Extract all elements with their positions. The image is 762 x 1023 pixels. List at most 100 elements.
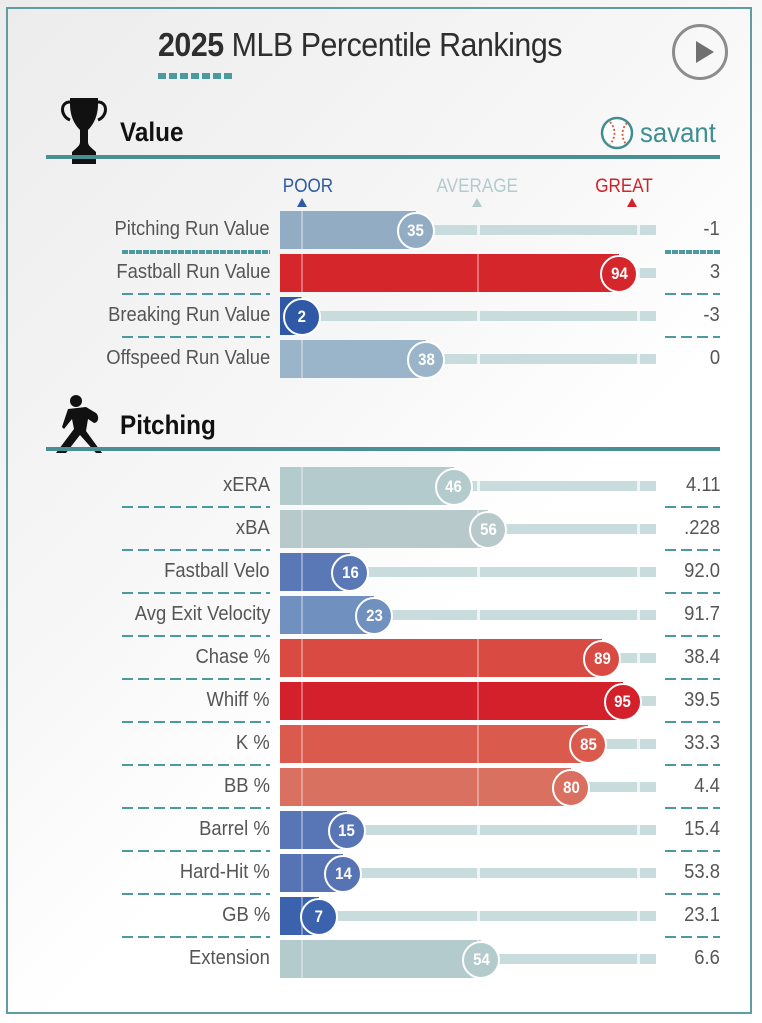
savant-text: savant: [640, 117, 716, 148]
metric-label: xERA: [222, 474, 270, 496]
percentile-value: 95: [614, 692, 632, 711]
metric-value: 91.7: [684, 603, 720, 625]
bar-marker: [301, 725, 303, 763]
bar-marker: [301, 854, 303, 892]
percentile-row: xERA 46 4.11: [0, 467, 762, 506]
bar-marker: [301, 340, 303, 378]
percentile-value: 15: [338, 821, 356, 840]
track-marker: [477, 911, 480, 921]
bar-marker: [301, 768, 303, 806]
trophy-icon: [61, 98, 107, 164]
track-marker: [477, 825, 480, 835]
card-frame: [6, 7, 752, 1014]
percentile-value: 35: [407, 221, 425, 240]
percentile-row: Barrel % 15 15.4: [0, 811, 762, 850]
metric-label: Fastball Run Value: [115, 261, 270, 283]
percentile-bar: [280, 340, 427, 378]
percentile-row: Fastball Velo 16 92.0: [0, 553, 762, 592]
row-divider: [665, 721, 720, 723]
track-marker: [637, 825, 640, 835]
legend-average: AVERAGE: [436, 176, 518, 197]
bar-marker: [477, 639, 479, 677]
baseball-icon: [600, 116, 634, 150]
metric-value: -3: [703, 304, 720, 326]
track-marker: [477, 610, 480, 620]
percentile-bubble[interactable]: 94: [600, 255, 639, 293]
metric-label: BB %: [223, 775, 270, 797]
savant-logo[interactable]: savant: [600, 116, 723, 150]
percentile-bubble[interactable]: 89: [583, 640, 622, 678]
metric-value: 4.4: [694, 775, 720, 797]
percentile-row: Avg Exit Velocity 23 91.7: [0, 596, 762, 635]
metric-value: .228: [684, 517, 720, 539]
row-divider: [665, 592, 720, 594]
metric-value: 53.8: [684, 861, 720, 883]
percentile-bubble[interactable]: 35: [396, 212, 435, 250]
percentile-bubble[interactable]: 46: [434, 468, 473, 506]
percentile-bubble[interactable]: 85: [569, 726, 608, 764]
percentile-value: 56: [479, 520, 497, 539]
bar-marker: [301, 811, 303, 849]
track-marker: [637, 225, 640, 235]
metric-value: 39.5: [684, 689, 720, 711]
percentile-row: GB % 7 23.1: [0, 897, 762, 936]
legend-poor: POOR: [282, 176, 334, 197]
bar-marker: [477, 254, 479, 292]
percentile-bubble[interactable]: 7: [300, 898, 339, 936]
pitcher-icon: [56, 395, 102, 453]
percentile-track: [280, 311, 656, 321]
row-divider: [665, 764, 720, 766]
percentile-bar: [280, 768, 571, 806]
percentile-bubble[interactable]: 14: [324, 855, 363, 893]
percentile-bubble[interactable]: 23: [355, 597, 394, 635]
metric-value: 92.0: [684, 560, 720, 582]
percentile-bar: [280, 682, 623, 720]
percentile-bubble[interactable]: 16: [331, 554, 370, 592]
track-marker: [637, 567, 640, 577]
percentile-bubble[interactable]: 2: [282, 298, 321, 336]
section-title-value: Value: [120, 117, 184, 147]
page-title: 2025 MLB Percentile Rankings: [158, 26, 562, 63]
percentile-value: 23: [366, 606, 383, 625]
row-divider: [122, 678, 270, 680]
percentile-value: 54: [472, 950, 490, 969]
track-marker: [637, 911, 640, 921]
track-marker: [477, 868, 480, 878]
percentile-value: 85: [579, 735, 597, 754]
row-divider: [665, 850, 720, 852]
bar-marker: [477, 682, 479, 720]
bar-marker: [301, 254, 303, 292]
percentile-bubble[interactable]: 56: [469, 511, 508, 549]
row-divider: [665, 807, 720, 809]
bar-marker: [477, 725, 479, 763]
metric-value: 0: [709, 347, 720, 369]
bar-marker: [301, 553, 303, 591]
percentile-bubble[interactable]: 54: [462, 941, 501, 979]
section-divider-pitching: [46, 447, 720, 451]
track-marker: [477, 354, 480, 364]
track-marker: [477, 311, 480, 321]
row-divider: [122, 293, 270, 295]
metric-label: Whiff %: [206, 689, 270, 711]
percentile-value: 38: [417, 350, 435, 369]
metric-label: Offspeed Run Value: [105, 347, 270, 369]
metric-label: xBA: [236, 517, 270, 539]
track-marker: [637, 311, 640, 321]
play-button[interactable]: [672, 24, 728, 80]
percentile-bubble[interactable]: 15: [327, 812, 366, 850]
poor-marker-icon: [297, 198, 307, 207]
percentile-bar: [280, 254, 620, 292]
row-divider: [665, 336, 720, 338]
bar-marker: [301, 682, 303, 720]
percentile-value: 46: [445, 477, 463, 496]
percentile-bubble[interactable]: 38: [407, 341, 446, 379]
row-divider: [665, 293, 720, 295]
great-marker-icon: [627, 198, 637, 207]
row-divider: [122, 850, 270, 852]
percentile-bar: [280, 211, 416, 249]
percentile-row: Fastball Run Value 94 3: [0, 254, 762, 293]
metric-label: Extension: [189, 947, 270, 969]
percentile-bubble[interactable]: 80: [552, 769, 590, 807]
track-marker: [637, 653, 640, 663]
percentile-bubble[interactable]: 95: [603, 683, 642, 721]
